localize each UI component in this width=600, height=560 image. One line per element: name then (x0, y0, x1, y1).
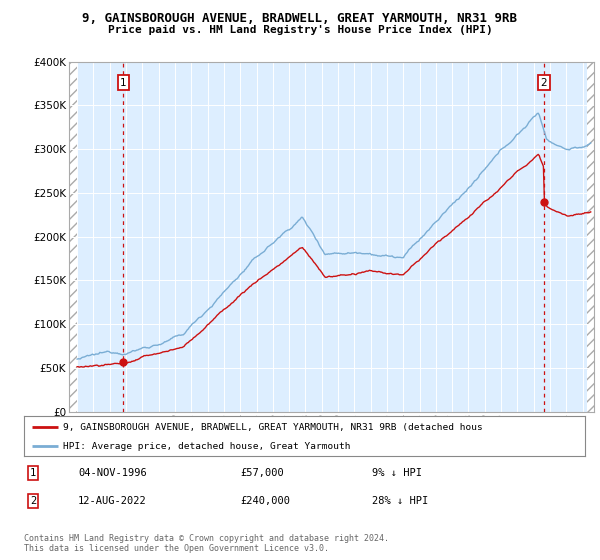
Text: 9, GAINSBOROUGH AVENUE, BRADWELL, GREAT YARMOUTH, NR31 9RB (detached hous: 9, GAINSBOROUGH AVENUE, BRADWELL, GREAT … (63, 423, 483, 432)
Text: HPI: Average price, detached house, Great Yarmouth: HPI: Average price, detached house, Grea… (63, 442, 351, 451)
Bar (69, 62, 77, 412)
Text: 1: 1 (120, 78, 127, 87)
Text: Price paid vs. HM Land Registry's House Price Index (HPI): Price paid vs. HM Land Registry's House … (107, 25, 493, 35)
Text: 12-AUG-2022: 12-AUG-2022 (78, 496, 147, 506)
Text: 9, GAINSBOROUGH AVENUE, BRADWELL, GREAT YARMOUTH, NR31 9RB: 9, GAINSBOROUGH AVENUE, BRADWELL, GREAT … (83, 12, 517, 25)
Text: £240,000: £240,000 (240, 496, 290, 506)
Bar (587, 62, 594, 412)
Text: £57,000: £57,000 (240, 468, 284, 478)
Text: 04-NOV-1996: 04-NOV-1996 (78, 468, 147, 478)
Text: 2: 2 (30, 496, 36, 506)
Text: 28% ↓ HPI: 28% ↓ HPI (372, 496, 428, 506)
Text: Contains HM Land Registry data © Crown copyright and database right 2024.
This d: Contains HM Land Registry data © Crown c… (24, 534, 389, 553)
Text: 2: 2 (541, 78, 547, 87)
Text: 9% ↓ HPI: 9% ↓ HPI (372, 468, 422, 478)
Text: 1: 1 (30, 468, 36, 478)
